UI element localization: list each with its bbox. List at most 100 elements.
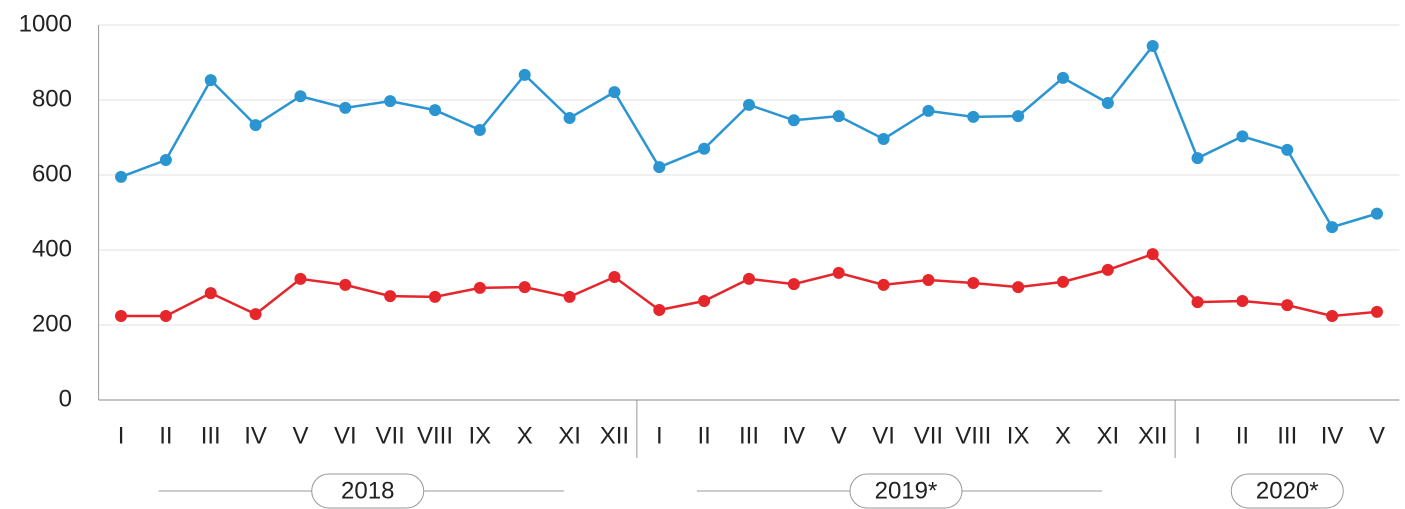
data-point [249, 119, 262, 132]
data-point [967, 277, 980, 289]
x-tick-label: V [1369, 422, 1385, 449]
data-point [877, 278, 890, 291]
data-point [967, 110, 980, 123]
data-point [294, 272, 307, 285]
x-tick-label: XII [600, 422, 629, 449]
data-point [877, 133, 890, 145]
data-point [249, 308, 262, 321]
x-tick-label: III [739, 422, 759, 449]
x-tick-label: II [159, 422, 172, 449]
data-point [1146, 40, 1159, 52]
data-point [518, 281, 531, 294]
data-point [1101, 97, 1114, 109]
data-point [1236, 130, 1249, 143]
data-point [563, 290, 576, 303]
data-point [384, 95, 397, 108]
data-point [429, 290, 442, 303]
x-tick-label: V [292, 422, 308, 449]
x-tick-label: VIII [955, 422, 991, 449]
data-point [1012, 281, 1025, 294]
x-tick-label: VI [334, 422, 357, 449]
data-point [115, 170, 128, 183]
data-point [1012, 110, 1025, 123]
data-point [1236, 295, 1249, 307]
data-point [922, 104, 935, 117]
x-tick-label: IV [1321, 422, 1344, 449]
x-tick-label: II [1236, 422, 1249, 449]
data-point [1370, 207, 1383, 220]
data-point [1281, 299, 1294, 312]
data-point [832, 266, 845, 279]
data-point [743, 98, 755, 111]
data-point [204, 74, 217, 87]
y-tick-label: 0 [59, 385, 72, 412]
data-point [1326, 221, 1339, 234]
x-tick-label: VII [914, 422, 943, 449]
data-point [339, 278, 352, 291]
data-point [294, 90, 307, 103]
y-tick-label: 400 [32, 235, 72, 262]
data-point [1281, 143, 1294, 156]
y-tick-label: 1000 [19, 10, 72, 37]
data-point [653, 304, 666, 316]
data-point [1056, 71, 1069, 84]
x-tick-label: VI [872, 422, 895, 449]
x-tick-label: XI [558, 422, 581, 449]
data-point [832, 110, 845, 123]
x-tick-label: I [118, 422, 125, 449]
x-tick-label: X [517, 422, 533, 449]
x-tick-label: IV [783, 422, 806, 449]
data-point [159, 310, 172, 322]
data-point [1370, 305, 1383, 318]
y-tick-label: 800 [32, 85, 72, 112]
series-line [121, 252, 1378, 318]
data-point [563, 112, 576, 124]
data-point [743, 272, 755, 285]
data-point [473, 281, 486, 294]
y-tick-label: 600 [32, 160, 72, 187]
series-line [120, 43, 1378, 229]
x-tick-label: XI [1096, 422, 1119, 449]
x-tick-label: I [1194, 422, 1201, 449]
data-point [608, 271, 621, 283]
data-point [922, 274, 935, 286]
data-point [518, 68, 531, 81]
group-label: 2020* [1256, 477, 1319, 504]
data-point [339, 101, 352, 114]
x-tick-label: II [697, 422, 710, 449]
x-tick-label: XII [1138, 422, 1167, 449]
x-tick-label: VII [375, 422, 404, 449]
data-point [473, 124, 486, 136]
group-label: 2019* [875, 477, 938, 504]
data-point [1191, 152, 1204, 165]
data-point [1146, 248, 1159, 261]
data-point [653, 161, 666, 174]
data-point [204, 287, 217, 300]
group-pill [311, 473, 425, 509]
data-point [159, 154, 172, 166]
x-tick-label: IX [469, 422, 492, 449]
data-point [1056, 275, 1069, 288]
data-point [608, 86, 621, 99]
group-label: 2018 [341, 477, 394, 504]
data-point [429, 104, 442, 117]
group-pill [849, 473, 963, 509]
data-point [1326, 310, 1339, 322]
x-tick-label: III [201, 422, 221, 449]
data-point [787, 114, 800, 127]
group-pill [1230, 473, 1344, 509]
x-tick-label: V [831, 422, 847, 449]
data-point [1191, 296, 1204, 309]
data-point [115, 310, 128, 322]
data-point [698, 295, 711, 307]
x-tick-label: X [1055, 422, 1071, 449]
data-point [698, 142, 711, 155]
x-tick-label: IV [244, 422, 267, 449]
y-tick-label: 200 [32, 310, 72, 337]
x-tick-label: VIII [417, 422, 453, 449]
data-point [1101, 263, 1114, 276]
data-point [384, 290, 397, 303]
data-point [787, 278, 800, 291]
x-tick-label: III [1277, 422, 1297, 449]
